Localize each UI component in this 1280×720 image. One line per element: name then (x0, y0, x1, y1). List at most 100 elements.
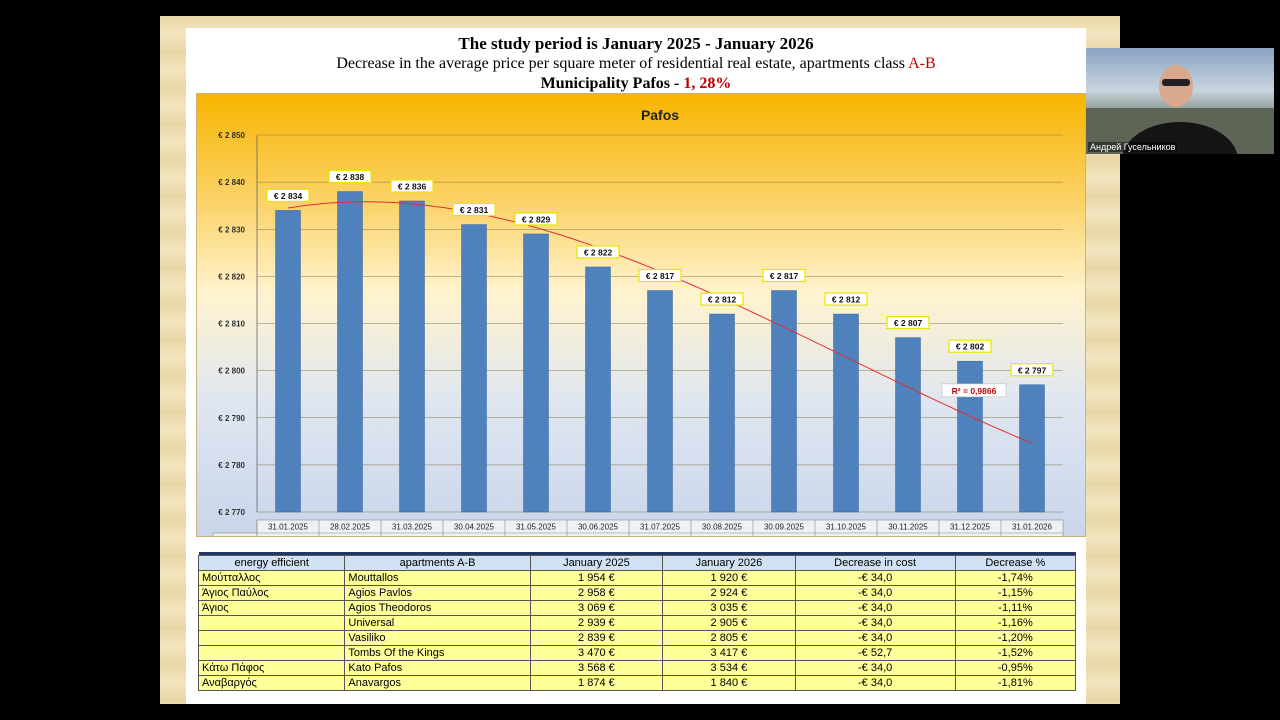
y-tick-label: € 2 830 (218, 225, 245, 234)
table-cell: 1 874 € (529, 675, 664, 691)
table-header-cell: Decrease % (954, 555, 1077, 571)
y-tick-label: € 2 770 (218, 508, 245, 517)
table-cell: Άγιος Παύλος (197, 585, 346, 601)
legend-label: Pafos (226, 536, 246, 537)
chart-title: Pafos (641, 107, 679, 123)
table-cell: -€ 34,0 (794, 585, 956, 601)
table-row: Άγιος Agios Theodoros 3 069 €3 035 € -€ 34,… (197, 600, 1077, 616)
table-cell: Αναβαργός (197, 675, 346, 691)
data-label-box (762, 268, 806, 283)
data-label-box (824, 292, 868, 306)
municipality-decrease: 1, 28% (683, 75, 732, 92)
table-cell: -€ 34,0 (794, 660, 956, 676)
table-cell (197, 615, 346, 631)
bar (709, 313, 735, 513)
webcam-overlay: Андрей Гусельников (1086, 48, 1274, 154)
municipality-text: Municipality Pafos - (540, 75, 684, 92)
data-table-value: € 2 822 (585, 536, 612, 537)
bar (771, 290, 797, 513)
table-cell: Mouttallos (344, 570, 531, 586)
x-tick-label: 30.08.2025 (702, 523, 743, 532)
table-cell: 2 805 € (662, 630, 796, 646)
bar (647, 290, 673, 513)
data-label-box (514, 212, 558, 226)
table-header-cell: apartments A-B (344, 555, 531, 571)
table-cell: -1,20% (954, 630, 1077, 646)
data-label: € 2 838 (336, 172, 365, 182)
table-cell: -1,74% (954, 570, 1077, 586)
data-label: € 2 797 (1018, 365, 1047, 375)
x-tick-label: 31.01.2026 (1012, 523, 1053, 532)
y-tick-label: € 2 780 (218, 461, 245, 470)
table-cell: -1,81% (954, 675, 1077, 691)
table-row: Μούτταλλος Mouttallos 1 954 €1 920 € -€ 34,… (197, 570, 1077, 586)
bar-chart: Pafos € 2 770 € 2 780 € 2 790 € 2 800 € 2 810… (212, 107, 1064, 547)
presenter-body (1122, 122, 1238, 154)
table-cell: 2 939 € (529, 615, 664, 631)
x-tick-label: 31.12.2025 (950, 523, 991, 532)
table-cell: Κάτω Πάφος (197, 660, 346, 676)
data-label: € 2 822 (584, 247, 613, 257)
table-cell: -€ 34,0 (794, 600, 956, 616)
table-header-cell: January 2025 (529, 555, 664, 571)
bar (585, 266, 611, 513)
x-tick-label: 31.07.2025 (640, 523, 681, 532)
table-cell: Μούτταλλος (197, 570, 346, 586)
table-row: Universal 2 939 €2 905 € -€ 34,0 -1,16% (197, 615, 1077, 631)
table-cell: 2 839 € (529, 630, 664, 646)
table-row: Κάτω Πάφος Kato Pafos 3 568 €3 534 € -€ 34,… (197, 660, 1077, 676)
x-tick-label: 30.09.2025 (764, 523, 805, 532)
table-cell (197, 630, 346, 646)
data-label-box (700, 292, 744, 306)
table-cell: 1 920 € (662, 570, 796, 586)
data-label: € 2 812 (708, 295, 737, 305)
table-header-cell: January 2026 (662, 555, 796, 571)
data-label: € 2 834 (274, 191, 303, 201)
data-label-box (948, 339, 992, 353)
table-cell: 2 924 € (662, 585, 796, 601)
data-table-value: € 2 831 (461, 536, 488, 537)
bar (337, 191, 363, 513)
bar (275, 210, 301, 513)
data-table-value: € 2 817 (771, 536, 798, 537)
table-cell: 1 840 € (662, 675, 796, 691)
trendline-label-box (941, 383, 1007, 398)
data-table-value: € 2 834 (275, 536, 302, 537)
data-table-value: € 2 838 (337, 536, 364, 537)
table-cell: -0,95% (954, 660, 1077, 676)
table-cell: Anavargos (344, 675, 531, 691)
subtitle-text: Decrease in the average price per square… (336, 55, 909, 72)
data-table-value: € 2 797 (1019, 536, 1046, 537)
table-cell: 3 470 € (529, 645, 664, 661)
bar (399, 200, 425, 513)
data-table-value: € 2 807 (895, 536, 922, 537)
data-table-value: € 2 817 (647, 536, 674, 537)
data-label: € 2 812 (832, 295, 861, 305)
data-label-box (576, 245, 620, 259)
table-cell: 3 568 € (529, 660, 664, 676)
data-label: € 2 836 (398, 181, 427, 191)
x-tick-label: 30.11.2025 (888, 523, 928, 532)
table-cell: -1,16% (954, 615, 1077, 631)
table-cell: 2 905 € (662, 615, 796, 631)
table-cell: 3 534 € (662, 660, 796, 676)
bar (833, 313, 859, 513)
y-tick-label: € 2 850 (218, 131, 245, 140)
bar (461, 224, 487, 513)
data-table-value: € 2 812 (709, 536, 736, 537)
table-cell: Agios Theodoros (344, 600, 531, 616)
x-tick-label: 31.03.2025 (392, 523, 433, 532)
x-tick-label: 31.05.2025 (516, 523, 557, 532)
table-cell: Kato Pafos (344, 660, 531, 676)
data-table-value: € 2 836 (399, 536, 426, 537)
study-period-title: The study period is January 2025 - Janua… (458, 34, 814, 53)
municipality-line: Municipality Pafos - 1, 28% (186, 75, 1086, 93)
table-cell: Vasiliko (344, 630, 531, 646)
x-tick-label: 28.02.2025 (330, 523, 371, 532)
price-table: energy efficient apartments A-B January 20… (197, 552, 1077, 691)
table-cell: -€ 34,0 (794, 570, 956, 586)
x-tick-label: 30.06.2025 (578, 523, 619, 532)
data-table-value: € 2 829 (523, 536, 550, 537)
table-row: Αναβαργός Anavargos 1 874 €1 840 € -€ 34,0-… (197, 675, 1077, 691)
glasses-icon (1162, 79, 1190, 86)
